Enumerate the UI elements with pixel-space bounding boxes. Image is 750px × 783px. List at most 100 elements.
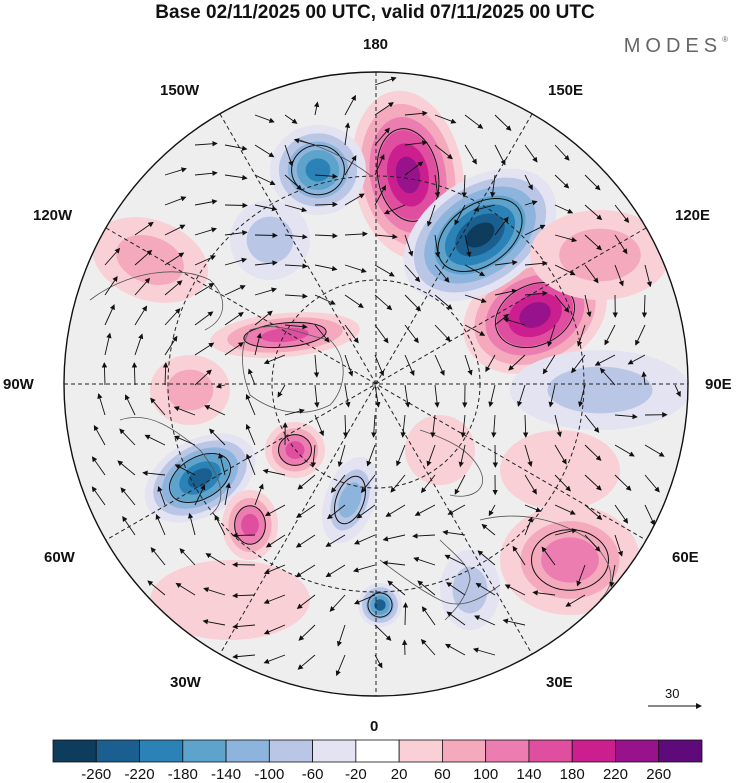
anomaly-center: [500, 505, 640, 615]
wind-vector: [314, 294, 336, 305]
anomaly-contour: [241, 513, 259, 537]
wind-vector: [164, 335, 178, 356]
wind-vector: [336, 624, 346, 647]
wind-vector: [387, 580, 406, 596]
wind-vector: [554, 294, 570, 313]
wind-vector: [584, 234, 602, 251]
wind-vector: [313, 354, 320, 378]
wind-vector: [402, 602, 409, 626]
wind-vector: [512, 545, 526, 566]
height-contour: [291, 144, 345, 196]
anomaly-blobs: [91, 90, 688, 640]
colorbar-tick-label: 180: [559, 766, 585, 783]
wind-vector: [554, 414, 562, 438]
wind-vector: [91, 486, 106, 506]
wind-vector: [464, 294, 487, 303]
height-contour: [243, 321, 327, 349]
wind-vector: [120, 487, 136, 506]
wind-vector: [554, 144, 570, 161]
wind-vector: [477, 550, 496, 566]
anomaly-contour: [405, 415, 475, 485]
wind-vector: [454, 204, 466, 226]
wind-vector: [125, 394, 136, 416]
wind-vector: [254, 232, 278, 239]
wind-vector: [524, 474, 537, 495]
wind-vector: [494, 216, 509, 236]
wind-vector: [254, 174, 276, 185]
wind-vector: [232, 532, 256, 539]
wind-vector: [353, 564, 376, 573]
wind-vector: [532, 590, 556, 596]
wind-vector: [325, 564, 346, 578]
wind-vector: [517, 384, 526, 407]
wind-vector: [614, 474, 632, 491]
wind-vector: [104, 247, 121, 266]
meridian-120e-60w: [105, 227, 647, 541]
wind-vector: [313, 101, 320, 116]
wind-vector: [314, 384, 320, 408]
wind-vector: [147, 580, 166, 596]
lon-label-90e: 90E: [705, 376, 732, 393]
wind-vector: [224, 202, 248, 209]
colorbar-tick-label: -60: [301, 766, 324, 783]
wind-vector: [614, 204, 630, 224]
wind-vector: [404, 161, 424, 176]
wind-vector: [144, 434, 166, 446]
wind-vector: [446, 582, 466, 596]
wind-vector: [284, 293, 308, 299]
wind-vector: [314, 324, 330, 343]
brand-logo: MODES®: [624, 35, 728, 58]
wind-vector: [224, 144, 248, 151]
wind-vector: [214, 514, 226, 536]
wind-vector: [194, 311, 214, 326]
wind-vector: [284, 174, 303, 191]
colorbar-swatch: [312, 739, 357, 763]
wind-vector: [297, 654, 316, 670]
colorbar-tick-label: -260: [81, 766, 112, 783]
wind-vector: [104, 275, 118, 296]
wind-vector: [494, 114, 512, 131]
wind-vector: [314, 201, 338, 208]
wind-vector: [157, 485, 166, 506]
colorbar-swatch: [95, 739, 140, 763]
anomaly-contour: [559, 228, 641, 282]
anomaly-center: [222, 490, 278, 560]
wind-vector: [644, 444, 665, 457]
colorbar-tick-label: -220: [124, 766, 155, 783]
colorbar-swatch: [658, 739, 703, 763]
wind-vector: [325, 534, 346, 547]
wind-vector: [490, 174, 496, 198]
wind-vector: [374, 184, 386, 206]
height-contour: [278, 434, 312, 466]
wind-vector: [524, 516, 533, 536]
wind-vector: [314, 264, 338, 272]
wind-vector: [188, 512, 196, 536]
wind-vector: [434, 324, 451, 342]
wind-vector: [326, 504, 346, 520]
wind-vector: [584, 534, 601, 552]
wind-vector: [524, 224, 546, 236]
height-contour: [234, 505, 266, 545]
colorbar-swatch: [441, 739, 487, 763]
wind-vector: [584, 204, 603, 221]
wind-vector: [337, 444, 346, 468]
wind-vector: [194, 484, 206, 506]
colorbar-swatch: [182, 739, 227, 763]
wind-vector: [434, 144, 453, 160]
wind-vector: [434, 294, 453, 310]
wind-vector: [194, 170, 218, 176]
wind-vector: [203, 587, 226, 596]
wind-vector: [131, 362, 138, 386]
wind-vector: [232, 653, 256, 660]
wind-vector: [542, 354, 556, 375]
wind-vector: [93, 425, 106, 446]
wind-vector: [571, 354, 586, 374]
wind-vector: [494, 144, 506, 166]
wind-vector: [254, 114, 275, 123]
wind-vector: [262, 468, 286, 476]
colorbar-tick-label: -180: [167, 766, 198, 783]
wind-vector: [284, 144, 294, 167]
wind-vector: [404, 384, 411, 408]
wind-vector: [248, 368, 256, 386]
